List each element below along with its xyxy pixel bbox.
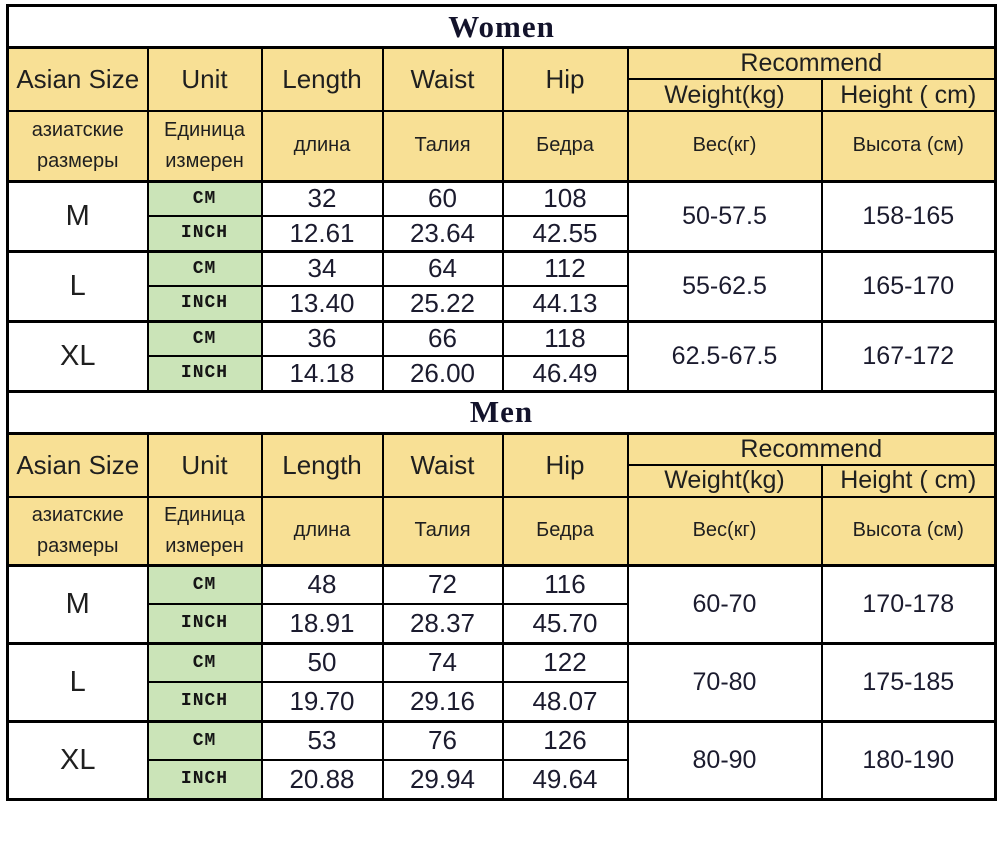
value-cell: 72 — [381, 563, 504, 605]
unit-cell-cm: CM — [146, 563, 263, 605]
men-header-length: Length — [260, 432, 384, 498]
value-cell: 45.70 — [501, 603, 629, 644]
height-range-cell: 175-185 — [820, 641, 997, 722]
unit-cell-cm: CM — [146, 719, 263, 761]
height-range-cell: 170-178 — [820, 563, 997, 644]
women-size-m: M — [6, 179, 149, 252]
women-header-weight-ru: Вес(кг) — [626, 110, 823, 182]
unit-cell-cm: CM — [146, 179, 263, 217]
women-header-height-cm: Height ( cm) — [820, 78, 997, 112]
value-cell: 42.55 — [501, 215, 629, 252]
value-cell: 28.37 — [381, 603, 504, 644]
unit-cell-cm: CM — [146, 641, 263, 683]
value-cell: 14.18 — [260, 355, 384, 392]
men-header-asian-size-ru: азиатские размеры — [6, 495, 149, 566]
height-range-cell: 165-170 — [820, 249, 997, 322]
value-cell: 25.22 — [381, 285, 504, 322]
women-header-height-ru: Высота (см) — [820, 110, 997, 182]
women-size-xl: XL — [6, 319, 149, 392]
value-cell: 112 — [501, 249, 629, 287]
unit-cell-inch: INCH — [146, 759, 263, 800]
height-range-cell: 180-190 — [820, 719, 997, 800]
value-cell: 64 — [381, 249, 504, 287]
height-range-cell: 158-165 — [820, 179, 997, 252]
value-cell: 46.49 — [501, 355, 629, 392]
weight-range-cell: 62.5-67.5 — [626, 319, 823, 392]
unit-cell-inch: INCH — [146, 285, 263, 322]
women-header-unit-ru: Единица измерен — [146, 110, 263, 182]
value-cell: 50 — [260, 641, 384, 683]
men-header-weight-ru: Вес(кг) — [626, 495, 823, 566]
men-header-recommend: Recommend — [626, 432, 997, 466]
women-section-title: Women — [6, 4, 997, 49]
men-header-height-ru: Высота (см) — [820, 495, 997, 566]
value-cell: 116 — [501, 563, 629, 605]
value-cell: 36 — [260, 319, 384, 357]
value-cell: 66 — [381, 319, 504, 357]
value-cell: 108 — [501, 179, 629, 217]
value-cell: 34 — [260, 249, 384, 287]
value-cell: 60 — [381, 179, 504, 217]
men-section-title: Men — [6, 389, 997, 435]
value-cell: 32 — [260, 179, 384, 217]
weight-range-cell: 60-70 — [626, 563, 823, 644]
weight-range-cell: 70-80 — [626, 641, 823, 722]
men-header-weight-kg: Weight(kg) — [626, 463, 823, 498]
men-header-hip: Hip — [501, 432, 629, 498]
women-header-hip-ru: Бедра — [501, 110, 629, 182]
value-cell: 29.16 — [381, 681, 504, 722]
men-header-asian-size: Asian Size — [6, 432, 149, 498]
men-header-hip-ru: Бедра — [501, 495, 629, 566]
value-cell: 49.64 — [501, 759, 629, 800]
men-header-length-ru: длина — [260, 495, 384, 566]
unit-cell-inch: INCH — [146, 355, 263, 392]
unit-cell-cm: CM — [146, 319, 263, 357]
men-header-height-cm: Height ( cm) — [820, 463, 997, 498]
value-cell: 44.13 — [501, 285, 629, 322]
women-header-recommend: Recommend — [626, 46, 997, 80]
value-cell: 12.61 — [260, 215, 384, 252]
women-size-l: L — [6, 249, 149, 322]
value-cell: 53 — [260, 719, 384, 761]
women-header-hip: Hip — [501, 46, 629, 112]
men-size-xl: XL — [6, 719, 149, 800]
value-cell: 126 — [501, 719, 629, 761]
women-header-waist-ru: Талия — [381, 110, 504, 182]
value-cell: 118 — [501, 319, 629, 357]
men-size-m: M — [6, 563, 149, 644]
men-header-waist: Waist — [381, 432, 504, 498]
size-chart-table: Women Asian Size Unit Length Waist Hip R… — [6, 4, 998, 801]
women-header-length: Length — [260, 46, 384, 112]
women-header-asian-size-ru: азиатские размеры — [6, 110, 149, 182]
value-cell: 18.91 — [260, 603, 384, 644]
women-header-length-ru: длина — [260, 110, 384, 182]
value-cell: 74 — [381, 641, 504, 683]
unit-cell-inch: INCH — [146, 603, 263, 644]
men-size-l: L — [6, 641, 149, 722]
men-header-unit: Unit — [146, 432, 263, 498]
value-cell: 23.64 — [381, 215, 504, 252]
unit-cell-inch: INCH — [146, 215, 263, 252]
women-header-weight-kg: Weight(kg) — [626, 78, 823, 112]
unit-cell-cm: CM — [146, 249, 263, 287]
women-header-unit: Unit — [146, 46, 263, 112]
men-header-waist-ru: Талия — [381, 495, 504, 566]
women-header-asian-size: Asian Size — [6, 46, 149, 112]
unit-cell-inch: INCH — [146, 681, 263, 722]
weight-range-cell: 80-90 — [626, 719, 823, 800]
value-cell: 76 — [381, 719, 504, 761]
value-cell: 13.40 — [260, 285, 384, 322]
value-cell: 122 — [501, 641, 629, 683]
value-cell: 29.94 — [381, 759, 504, 800]
weight-range-cell: 55-62.5 — [626, 249, 823, 322]
value-cell: 19.70 — [260, 681, 384, 722]
weight-range-cell: 50-57.5 — [626, 179, 823, 252]
value-cell: 48 — [260, 563, 384, 605]
value-cell: 20.88 — [260, 759, 384, 800]
value-cell: 26.00 — [381, 355, 504, 392]
height-range-cell: 167-172 — [820, 319, 997, 392]
men-header-unit-ru: Единица измерен — [146, 495, 263, 566]
value-cell: 48.07 — [501, 681, 629, 722]
women-header-waist: Waist — [381, 46, 504, 112]
